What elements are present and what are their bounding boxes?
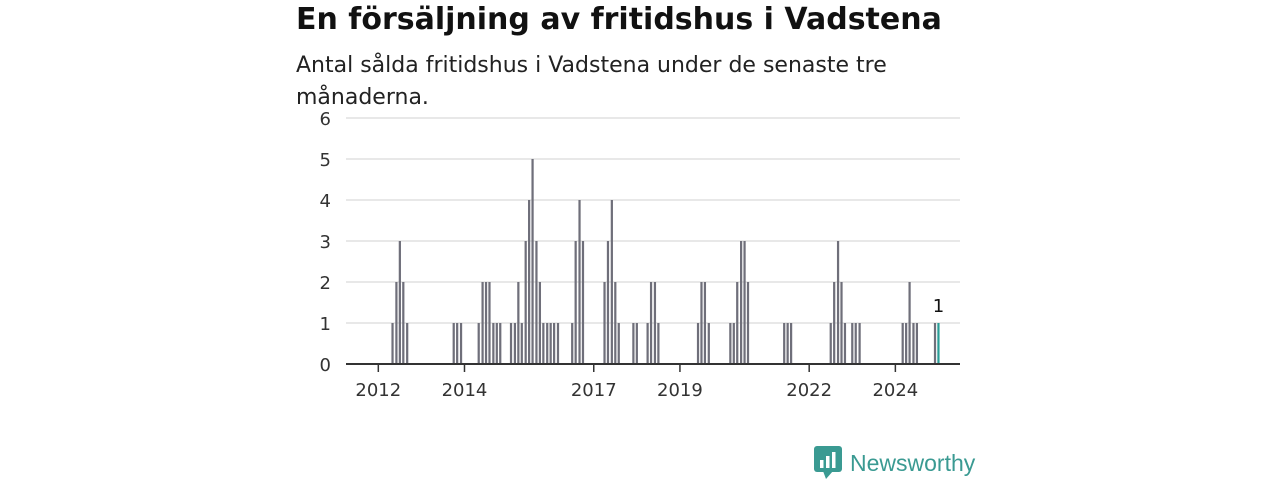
newsworthy-logo-icon: [814, 446, 842, 479]
bar: [481, 282, 484, 364]
bar: [732, 323, 735, 364]
bar: [492, 323, 495, 364]
bar: [632, 323, 635, 364]
bar: [912, 323, 915, 364]
bar: [578, 200, 581, 364]
bar: [553, 323, 556, 364]
bar: [484, 282, 488, 364]
bar: [406, 323, 409, 364]
bar: [538, 282, 542, 364]
bar: [524, 241, 527, 364]
bar: [635, 323, 638, 364]
bar: [829, 323, 832, 364]
bar: [610, 200, 613, 364]
bar: [606, 241, 610, 364]
bar: [456, 323, 459, 364]
bar-highlight: [937, 323, 940, 364]
bar: [746, 282, 750, 364]
data-label: 1: [933, 296, 944, 317]
bar: [581, 241, 585, 364]
x-tick-label: 2024: [872, 380, 918, 401]
bar: [840, 282, 843, 364]
x-tick-label: 2014: [442, 380, 488, 401]
bar: [700, 282, 703, 364]
bar: [851, 323, 854, 364]
gridlines: [346, 117, 960, 324]
bar: [517, 282, 520, 364]
bar: [402, 282, 405, 364]
newsworthy-brand: Newsworthy: [814, 446, 975, 480]
x-tick-label: 2019: [657, 380, 703, 401]
bar: [933, 323, 937, 364]
bar: [574, 241, 577, 364]
bar: [649, 282, 653, 364]
bar: [603, 282, 606, 364]
bar: [488, 282, 491, 364]
y-tick-label: 4: [320, 191, 331, 212]
y-axis-tick-labels: 0 1 2 3 4 5 6: [320, 109, 331, 376]
bar: [736, 282, 739, 364]
x-tick-label: 2012: [355, 380, 401, 401]
bar: [901, 323, 904, 364]
bar: [528, 200, 531, 364]
bar: [556, 323, 560, 364]
y-tick-label: 5: [320, 150, 331, 171]
bar: [509, 323, 513, 364]
bar: [614, 282, 617, 364]
y-tick-label: 2: [320, 273, 331, 294]
bar: [571, 323, 574, 364]
y-tick-label: 6: [320, 109, 331, 130]
bar: [398, 241, 401, 364]
bar: [617, 323, 620, 364]
bar: [905, 323, 908, 364]
x-tick-label: 2022: [786, 380, 832, 401]
bar: [395, 282, 398, 364]
bar: [789, 323, 793, 364]
chart-title: En försäljning av fritidshus i Vadstena: [296, 2, 942, 37]
brand-name: Newsworthy: [850, 449, 976, 476]
bar: [535, 241, 538, 364]
bar: [495, 323, 498, 364]
bar: [459, 323, 463, 364]
y-tick-label: 3: [320, 232, 331, 253]
bar: [391, 323, 394, 364]
bar: [915, 323, 919, 364]
bar: [546, 323, 549, 364]
bar: [854, 323, 857, 364]
bar: [452, 323, 455, 364]
y-tick-label: 1: [320, 314, 331, 335]
bar: [740, 241, 743, 364]
bar: [703, 282, 707, 364]
bar: [542, 323, 545, 364]
bar: [531, 159, 534, 364]
bar: [858, 323, 861, 364]
chart-subtitle: Antal sålda fritidshus i Vadstena under …: [296, 53, 887, 110]
x-axis-tick-labels: 2012 2014 2017 2019 2022 2024: [355, 364, 918, 401]
data-labels: 1: [933, 296, 944, 317]
bar: [707, 323, 710, 364]
bar: [549, 323, 552, 364]
bar: [783, 323, 786, 364]
x-tick-label: 2017: [571, 380, 617, 401]
bar: [657, 323, 660, 364]
bar: [513, 323, 517, 364]
bar: [520, 323, 523, 364]
bars: [391, 159, 940, 364]
bar: [653, 282, 657, 364]
bar: [786, 323, 789, 364]
bar: [836, 241, 840, 364]
bar: [743, 241, 746, 364]
bar: [696, 323, 700, 364]
bar: [729, 323, 732, 364]
y-tick-label: 0: [320, 355, 331, 376]
bar: [646, 323, 649, 364]
bar: [499, 323, 502, 364]
bar: [843, 323, 847, 364]
bar: [833, 282, 836, 364]
bar: [477, 323, 480, 364]
bar: [908, 282, 911, 364]
